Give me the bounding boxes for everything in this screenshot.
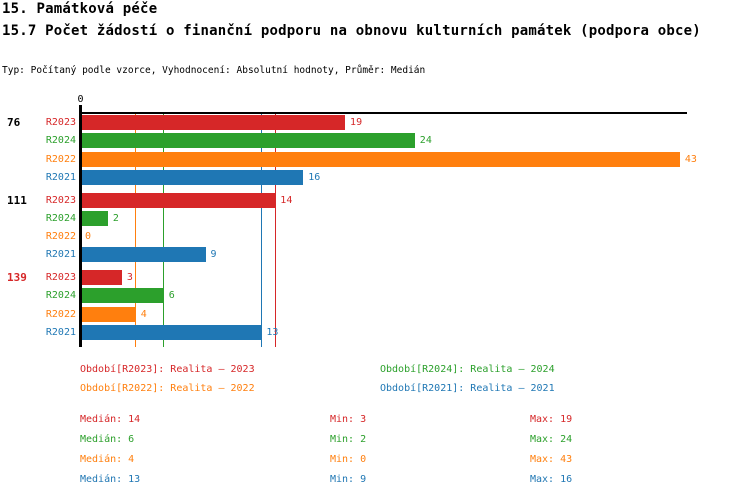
bar-value-label: 2	[112, 212, 119, 224]
median-line-r2024	[163, 114, 165, 347]
chart-bar	[82, 210, 108, 226]
page-title: 15. Památková péče	[2, 1, 158, 17]
group-total-label: 111	[7, 193, 27, 207]
bar-value-label: 24	[419, 135, 432, 147]
bar-value-label: 0	[85, 231, 92, 243]
bar-value-label: 9	[210, 249, 217, 261]
stat-min-r2023: Min: 3	[330, 414, 367, 425]
stat-median-r2022: Medián: 4	[80, 454, 135, 465]
series-label: R2024	[45, 212, 76, 224]
stat-max-r2021: Max: 16	[530, 474, 573, 485]
stat-min-r2022: Min: 0	[330, 454, 367, 465]
x-axis-zero-tick-label: 0	[77, 94, 84, 105]
series-label: R2023	[45, 117, 76, 128]
median-line-r2023	[274, 114, 276, 347]
bar-value-label: 13	[266, 326, 279, 338]
chart-bar	[82, 192, 276, 208]
series-label: R2022	[45, 308, 76, 320]
legend-item-r2022: Období[R2022]: Realita – 2022	[80, 383, 255, 394]
group-total-label: 76	[7, 116, 21, 129]
stat-max-r2022: Max: 43	[530, 454, 573, 465]
stat-min-r2021: Min: 9	[330, 474, 367, 485]
chart-bar	[82, 324, 262, 340]
bar-value-label: 14	[280, 194, 293, 206]
chart-bar	[82, 115, 346, 130]
y-axis-line	[79, 105, 82, 347]
chart-bar	[82, 306, 136, 322]
series-label: R2023	[45, 194, 76, 206]
series-label: R2024	[45, 290, 76, 302]
chart-subtitle: Typ: Počítaný podle vzorce, Vyhodnocení:…	[2, 65, 426, 76]
legend-item-r2023: Období[R2023]: Realita – 2023	[80, 364, 255, 375]
chart-title: 15.7 Počet žádostí o finanční podporu na…	[2, 23, 701, 39]
chart-bar	[82, 151, 680, 167]
series-label: R2021	[45, 249, 76, 261]
stat-median-r2021: Medián: 13	[80, 474, 141, 485]
bar-value-label: 16	[308, 171, 321, 183]
stat-median-r2024: Medián: 6	[80, 434, 135, 445]
chart-bar	[82, 247, 206, 263]
bar-value-label: 4	[140, 308, 147, 320]
series-label: R2021	[45, 326, 76, 338]
legend-item-r2024: Období[R2024]: Realita – 2024	[380, 364, 555, 375]
series-label: R2022	[45, 231, 76, 243]
median-line-r2022	[135, 114, 137, 347]
stat-min-r2024: Min: 2	[330, 434, 367, 445]
legend-item-r2021: Období[R2021]: Realita – 2021	[380, 383, 555, 394]
series-label: R2021	[45, 171, 76, 183]
bar-value-label: 6	[168, 290, 175, 302]
chart-bar	[82, 133, 415, 149]
stat-max-r2023: Max: 19	[530, 414, 573, 425]
chart-bar	[82, 169, 304, 185]
median-line-r2021	[260, 114, 262, 347]
stat-max-r2024: Max: 24	[530, 434, 573, 445]
group-total-label: 139	[7, 271, 27, 284]
series-label: R2022	[45, 153, 76, 165]
series-label: R2024	[45, 135, 76, 147]
bar-value-label: 43	[684, 153, 697, 165]
bar-value-label: 3	[126, 272, 133, 283]
chart-bar	[82, 288, 164, 304]
series-label: R2023	[45, 272, 76, 283]
x-axis-line	[79, 112, 687, 114]
stat-median-r2023: Medián: 14	[80, 414, 141, 425]
bar-value-label: 19	[350, 117, 363, 128]
chart-bar	[82, 270, 122, 285]
